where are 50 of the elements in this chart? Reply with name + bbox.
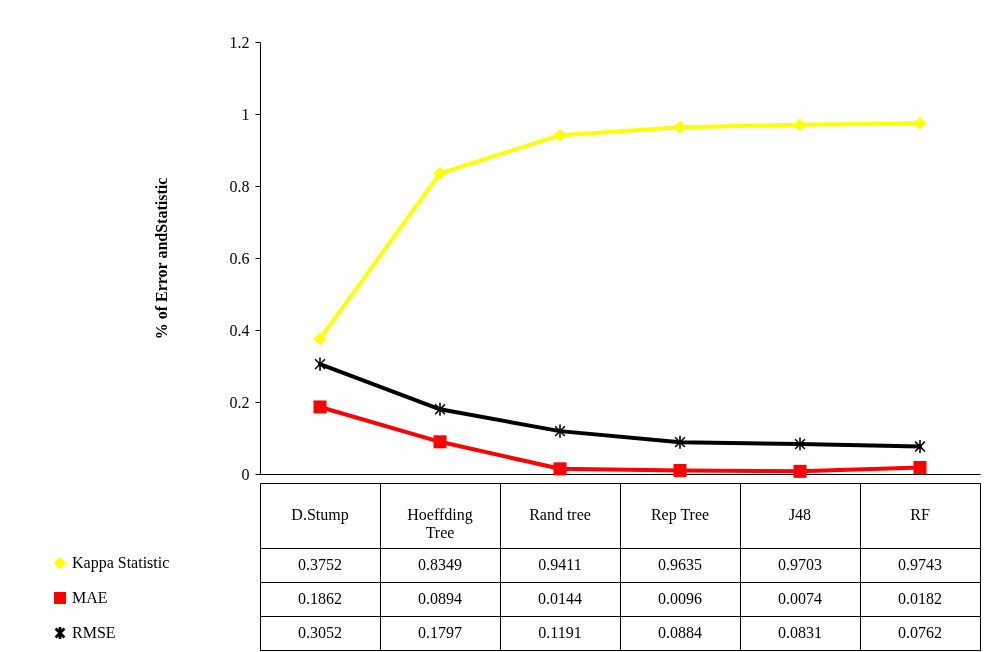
x-tick-label: Rand tree bbox=[529, 506, 591, 524]
point bbox=[673, 120, 687, 134]
legend-label: RMSE bbox=[72, 624, 116, 641]
x-tick-label: RF bbox=[910, 506, 930, 524]
data-label: 0.9635 bbox=[658, 555, 702, 573]
x-tick-label: D.Stump bbox=[291, 506, 349, 525]
data-label: 0.0182 bbox=[898, 589, 942, 607]
point bbox=[553, 128, 567, 142]
point bbox=[433, 166, 447, 180]
point bbox=[434, 402, 446, 416]
point bbox=[913, 116, 927, 130]
data-label: 0.0074 bbox=[778, 589, 822, 607]
point bbox=[793, 118, 807, 132]
data-label: 0.1797 bbox=[418, 623, 462, 641]
point bbox=[793, 464, 807, 478]
y-axis-title: % of Error andStatistic bbox=[152, 177, 170, 340]
data-label: 0.9703 bbox=[778, 555, 822, 573]
y-tick-label: 0.8 bbox=[229, 177, 250, 195]
data-label: 0.0762 bbox=[898, 623, 942, 641]
x-tick-label: Hoeffding Tree bbox=[407, 506, 473, 542]
legend-label: MAE bbox=[72, 589, 108, 606]
point bbox=[794, 437, 806, 451]
point bbox=[313, 400, 327, 414]
data-label: 0.9411 bbox=[538, 555, 582, 573]
data-label: 0.0096 bbox=[658, 589, 702, 607]
data-label: 0.1191 bbox=[538, 623, 582, 641]
y-tick-label: 0.2 bbox=[229, 393, 250, 411]
x-tick-label: Rep Tree bbox=[650, 506, 710, 525]
y-tick-label: 0 bbox=[241, 465, 250, 483]
point bbox=[673, 464, 687, 478]
data-label: 0.1862 bbox=[298, 589, 342, 607]
data-label: 0.8349 bbox=[418, 555, 462, 573]
y-tick-label: 0.4 bbox=[229, 321, 250, 339]
point bbox=[313, 332, 327, 346]
y-tick-label: 1.2 bbox=[229, 33, 250, 51]
data-label: 0.0884 bbox=[658, 623, 702, 641]
legend-label: Kappa Statistic bbox=[72, 554, 170, 572]
data-label: 0.3052 bbox=[298, 623, 342, 641]
data-label: 0.0144 bbox=[538, 589, 582, 607]
point bbox=[553, 462, 567, 476]
point bbox=[913, 460, 927, 474]
x-tick-label: J48 bbox=[788, 506, 812, 524]
data-label: 0.3752 bbox=[298, 555, 342, 573]
point bbox=[914, 440, 926, 454]
point bbox=[433, 435, 447, 449]
y-tick-label: 1 bbox=[241, 105, 250, 123]
data-label: 0.0894 bbox=[418, 589, 462, 607]
y-tick-label: 0.6 bbox=[229, 249, 250, 267]
data-label: 0.0831 bbox=[778, 623, 822, 641]
data-label: 0.9743 bbox=[898, 555, 942, 573]
